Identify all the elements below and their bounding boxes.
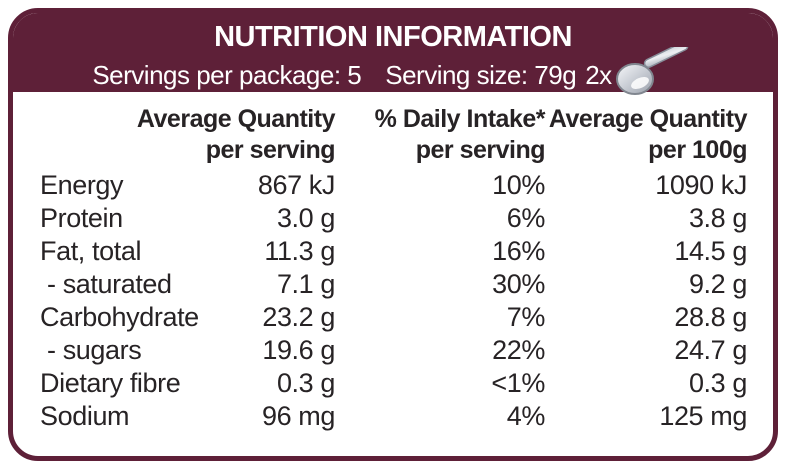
serving-multiplier: 2x xyxy=(585,60,612,90)
table-row-saturated: - saturated 7.1 g 30% 9.2 g xyxy=(40,268,753,301)
table-row-protein: Protein 3.0 g 6% 3.8 g xyxy=(40,202,753,235)
spoon-icon xyxy=(614,41,694,97)
value-per-serving: 0.3 g xyxy=(276,368,335,398)
value-daily-intake: 7% xyxy=(506,302,546,332)
table-row-dietary-fibre: Dietary fibre 0.3 g <1% 0.3 g xyxy=(40,367,753,400)
row-label: Protein xyxy=(40,203,123,233)
value-per-100g: 24.7 g xyxy=(674,335,747,365)
value-daily-intake: 6% xyxy=(506,203,546,233)
table-header-row: Average Quantity per serving % Daily Int… xyxy=(40,104,753,166)
value-per-100g: 14.5 g xyxy=(674,236,747,266)
panel-title: NUTRITION INFORMATION xyxy=(214,21,572,53)
column-header-per-100g: Average Quantity per 100g xyxy=(548,105,748,164)
servings-per-package: Servings per package: 5 xyxy=(92,60,362,90)
value-daily-intake: 10% xyxy=(492,170,545,200)
nutrition-label: NUTRITION INFORMATION Servings per packa… xyxy=(8,8,778,461)
value-per-100g: 1090 kJ xyxy=(655,170,747,200)
panel-header: NUTRITION INFORMATION Servings per packa… xyxy=(13,13,773,95)
value-daily-intake: 22% xyxy=(492,335,545,365)
value-daily-intake: <1% xyxy=(491,368,545,398)
value-per-serving: 11.3 g xyxy=(264,236,335,266)
row-label: Energy xyxy=(40,170,124,200)
value-daily-intake: 4% xyxy=(506,401,546,431)
row-label: Dietary fibre xyxy=(40,368,181,398)
row-label: - saturated xyxy=(47,269,172,299)
table-row-fat-total: Fat, total 11.3 g 16% 14.5 g xyxy=(40,235,753,268)
value-per-serving: 3.0 g xyxy=(276,203,335,233)
value-per-serving: 19.6 g xyxy=(262,335,335,365)
table-row-energy: Energy 867 kJ 10% 1090 kJ xyxy=(40,169,753,202)
value-per-serving: 96 mg xyxy=(261,401,335,431)
nutrition-table: Average Quantity per serving % Daily Int… xyxy=(13,92,773,433)
servings-line: Servings per package: 5 Serving size: 79… xyxy=(13,41,773,97)
value-daily-intake: 16% xyxy=(492,236,545,266)
value-per-serving: 7.1 g xyxy=(276,269,335,299)
value-per-100g: 28.8 g xyxy=(674,302,747,332)
value-per-100g: 9.2 g xyxy=(688,269,747,299)
column-header-per-serving: Average Quantity per serving xyxy=(136,105,336,164)
value-daily-intake: 30% xyxy=(492,269,545,299)
value-per-serving: 867 kJ xyxy=(257,170,336,200)
row-label: - sugars xyxy=(47,335,142,365)
table-rows: Energy 867 kJ 10% 1090 kJ Protein 3.0 g … xyxy=(40,169,753,433)
table-row-sugars: - sugars 19.6 g 22% 24.7 g xyxy=(40,334,753,367)
table-row-carbohydrate: Carbohydrate 23.2 g 7% 28.8 g xyxy=(40,301,753,334)
column-header-daily-intake: % Daily Intake* per serving xyxy=(374,105,546,164)
value-per-100g: 0.3 g xyxy=(688,368,747,398)
table-row-sodium: Sodium 96 mg 4% 125 mg xyxy=(40,400,753,433)
serving-size: Serving size: 79g xyxy=(385,60,577,90)
value-per-100g: 125 mg xyxy=(659,401,747,431)
value-per-serving: 23.2 g xyxy=(262,302,335,332)
value-per-100g: 3.8 g xyxy=(688,203,747,233)
row-label: Sodium xyxy=(40,401,130,431)
row-label: Carbohydrate xyxy=(40,302,199,332)
row-label: Fat, total xyxy=(40,236,142,266)
